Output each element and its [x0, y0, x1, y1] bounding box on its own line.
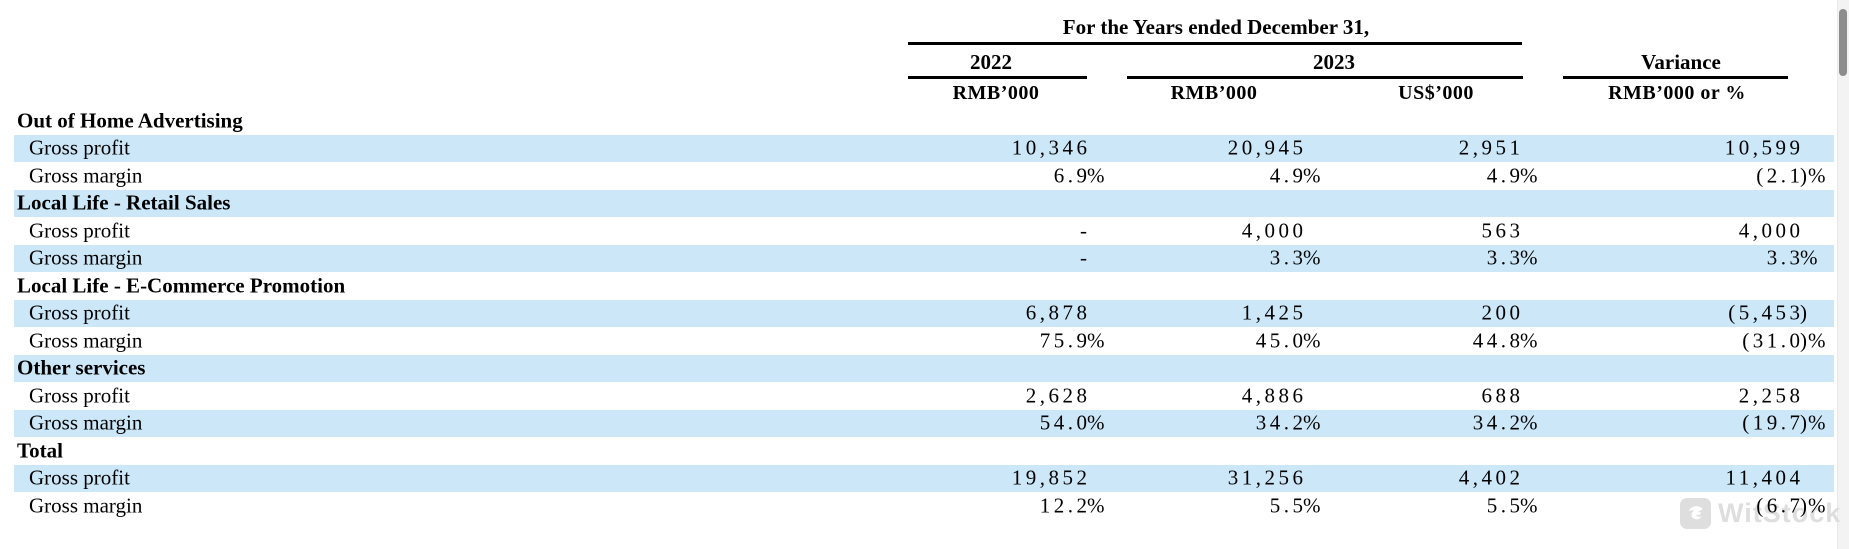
group-underline-2022: [908, 76, 1087, 79]
section-row: Other services: [0, 354, 1849, 382]
data-row: Gross profit 19,852 31,256 4,402 11,404: [0, 464, 1849, 492]
row-highlight-band: [14, 189, 1834, 217]
value-cell: 200: [1481, 300, 1524, 325]
value-cell: -: [1080, 245, 1091, 270]
value-cell: 6,878: [1025, 300, 1091, 325]
row-highlight-band: [14, 437, 1834, 465]
value-cell: 2,258: [1738, 383, 1804, 408]
data-row: Gross profit 10,346 20,945 2,951 10,599: [0, 134, 1849, 162]
section-row: Local Life - E-Commerce Promotion: [0, 272, 1849, 300]
value-cell: 4,000: [1738, 218, 1804, 243]
section-row: Total: [0, 437, 1849, 465]
section-row: Local Life - Retail Sales: [0, 189, 1849, 217]
row-label: Gross margin: [29, 163, 143, 188]
group-underline-variance: [1563, 76, 1788, 79]
subheader-2022-rmb: RMB’000: [952, 82, 1040, 104]
value-cell: 45.0%: [1255, 328, 1322, 353]
subheader-2023-usd: US$’000: [1398, 82, 1474, 104]
value-cell: 4.9%: [1269, 163, 1322, 188]
value-cell: (31.0)%: [1742, 328, 1827, 353]
row-highlight-band: [14, 134, 1834, 162]
column-group-2022: 2022: [970, 50, 1012, 74]
value-cell: 44.8%: [1472, 328, 1539, 353]
value-cell: 11,404: [1725, 465, 1804, 490]
row-highlight-band: [14, 299, 1834, 327]
value-cell: 3.3%: [1766, 245, 1819, 270]
value-cell: 1,425: [1241, 300, 1307, 325]
value-cell: 4,886: [1241, 383, 1307, 408]
row-label: Gross margin: [29, 410, 143, 435]
data-row: Gross profit - 4,000 563 4,000: [0, 217, 1849, 245]
value-cell: 20,945: [1227, 135, 1307, 160]
value-cell: 34.2%: [1472, 410, 1539, 435]
column-group-variance: Variance: [1641, 50, 1721, 74]
value-cell: 5.5%: [1486, 493, 1539, 518]
value-cell: (19.7)%: [1742, 410, 1827, 435]
row-highlight-band: [14, 464, 1834, 492]
subheader-2023-rmb: RMB’000: [1170, 82, 1258, 104]
value-cell: 3.3%: [1486, 245, 1539, 270]
row-highlight-band: [14, 409, 1834, 437]
value-cell: 31,256: [1227, 465, 1307, 490]
value-cell: 563: [1481, 218, 1524, 243]
table-body: Out of Home Advertising Gross profit 10,34…: [0, 107, 1849, 520]
column-group-2023: 2023: [1313, 50, 1355, 74]
value-cell: 12.2%: [1039, 493, 1106, 518]
row-highlight-band: [14, 244, 1834, 272]
row-label: Other services: [17, 355, 146, 380]
value-cell: 6.9%: [1053, 163, 1106, 188]
value-cell: 10,346: [1011, 135, 1091, 160]
data-row: Gross margin 12.2% 5.5% 5.5% (6.7)%: [0, 492, 1849, 520]
value-cell: 3.3%: [1269, 245, 1322, 270]
value-cell: 75.9%: [1039, 328, 1106, 353]
value-cell: 4,000: [1241, 218, 1307, 243]
data-row: Gross profit 2,628 4,886 688 2,258: [0, 382, 1849, 410]
subheader-variance: RMB’000 or %: [1608, 82, 1746, 104]
value-cell: 2,951: [1458, 135, 1524, 160]
value-cell: 688: [1481, 383, 1524, 408]
data-row: Gross margin 54.0% 34.2% 34.2% (19.7)%: [0, 409, 1849, 437]
row-label: Out of Home Advertising: [17, 108, 243, 133]
data-row: Gross margin 75.9% 45.0% 44.8% (31.0)%: [0, 327, 1849, 355]
row-label: Local Life - Retail Sales: [17, 190, 231, 215]
data-row: Gross margin - 3.3% 3.3% 3.3%: [0, 244, 1849, 272]
row-label: Total: [17, 438, 63, 463]
value-cell: (6.7)%: [1756, 493, 1827, 518]
table-title: For the Years ended December 31,: [1062, 15, 1370, 39]
group-underline-2023: [1127, 76, 1523, 79]
value-cell: 4.9%: [1486, 163, 1539, 188]
value-cell: 19,852: [1011, 465, 1091, 490]
scrollbar-thumb[interactable]: [1839, 9, 1847, 76]
row-label: Gross profit: [29, 300, 130, 325]
scrollbar-track[interactable]: [1837, 0, 1849, 549]
section-row: Out of Home Advertising: [0, 107, 1849, 135]
row-label: Gross margin: [29, 328, 143, 353]
row-label: Local Life - E-Commerce Promotion: [17, 273, 346, 298]
value-cell: 4,402: [1458, 465, 1524, 490]
value-cell: 10,599: [1724, 135, 1804, 160]
value-cell: 2,628: [1025, 383, 1091, 408]
row-label: Gross profit: [29, 383, 130, 408]
value-cell: (2.1)%: [1756, 163, 1827, 188]
value-cell: (5,453): [1728, 300, 1808, 325]
row-label: Gross profit: [29, 465, 130, 490]
row-label: Gross profit: [29, 218, 130, 243]
value-cell: 34.2%: [1255, 410, 1322, 435]
row-highlight-band: [14, 107, 1834, 135]
row-highlight-band: [14, 354, 1834, 382]
value-cell: 5.5%: [1269, 493, 1322, 518]
data-row: Gross profit 6,878 1,425 200 (5,453): [0, 299, 1849, 327]
data-row: Gross margin 6.9% 4.9% 4.9% (2.1)%: [0, 162, 1849, 190]
row-label: Gross profit: [29, 135, 130, 160]
title-underline: [908, 42, 1522, 45]
value-cell: 54.0%: [1039, 410, 1106, 435]
row-label: Gross margin: [29, 493, 143, 518]
row-label: Gross margin: [29, 245, 143, 270]
value-cell: -: [1080, 218, 1091, 243]
